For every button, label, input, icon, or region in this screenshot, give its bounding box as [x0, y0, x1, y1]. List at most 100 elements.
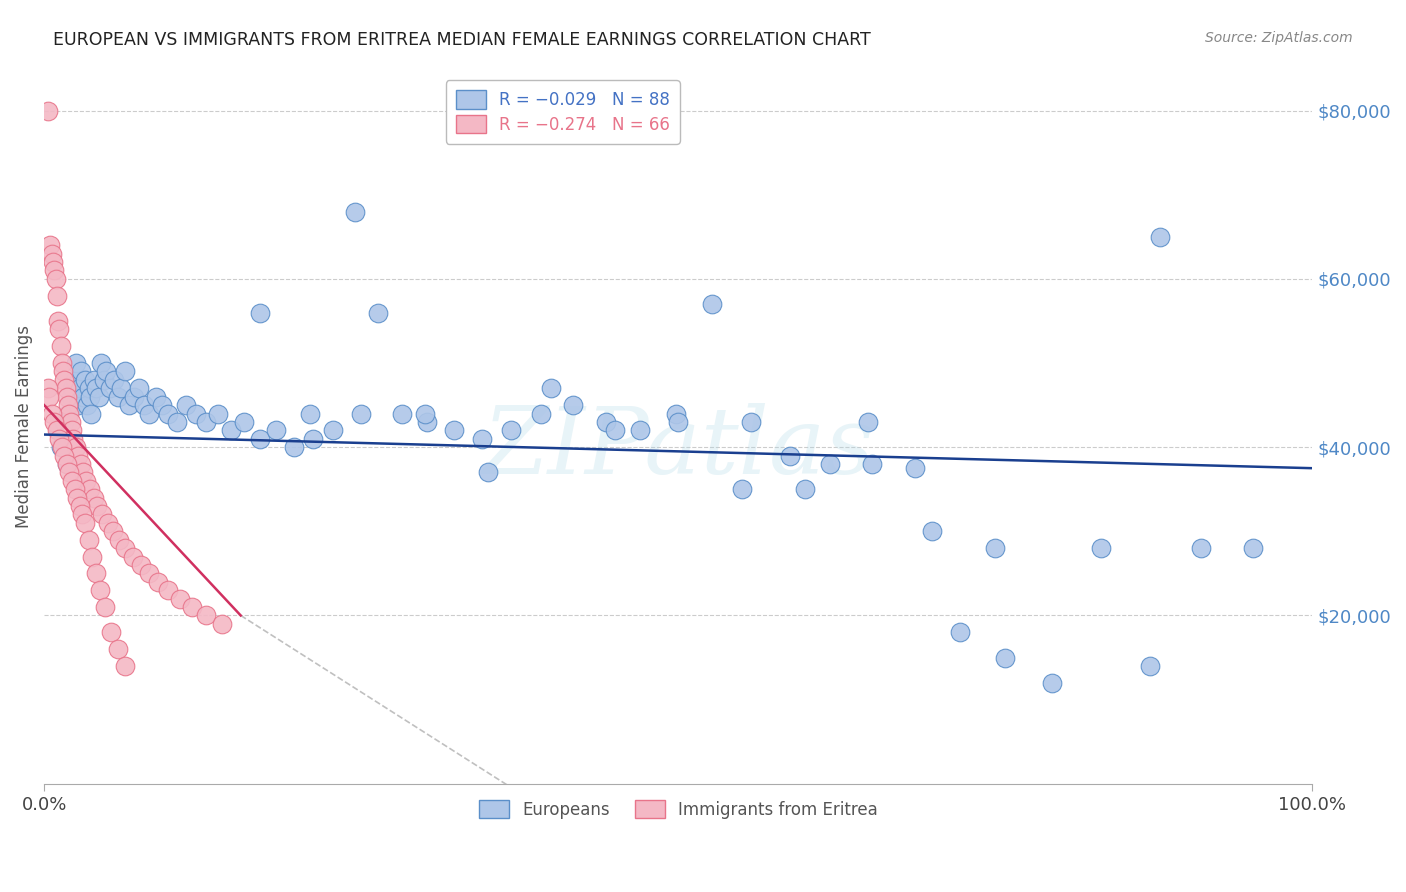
Point [540, 381, 562, 395]
Point [702, 297, 724, 311]
Point [66, 491, 89, 505]
Point [413, 407, 436, 421]
Point [51, 440, 73, 454]
Point [89, 583, 111, 598]
Point [984, 541, 1007, 556]
Point [53, 449, 76, 463]
Point [67, 449, 90, 463]
Point [138, 566, 160, 581]
Point [77, 533, 100, 547]
Point [107, 390, 129, 404]
Point [79, 482, 101, 496]
Point [65, 440, 87, 454]
Point [70, 364, 93, 378]
Point [41, 246, 63, 260]
Point [63, 482, 86, 496]
Point [174, 398, 197, 412]
Point [166, 415, 188, 429]
Point [100, 625, 122, 640]
Point [904, 461, 927, 475]
Point [302, 432, 325, 446]
Point [72, 390, 94, 404]
Point [75, 474, 97, 488]
Point [72, 466, 94, 480]
Point [49, 440, 72, 454]
Point [53, 415, 76, 429]
Point [60, 423, 83, 437]
Point [77, 381, 100, 395]
Point [157, 407, 180, 421]
Point [83, 491, 105, 505]
Point [322, 423, 344, 437]
Point [443, 423, 465, 437]
Point [138, 407, 160, 421]
Point [59, 415, 82, 429]
Point [562, 398, 585, 412]
Point [343, 204, 366, 219]
Point [148, 574, 170, 589]
Y-axis label: Median Female Earnings: Median Female Earnings [15, 325, 32, 528]
Point [98, 381, 121, 395]
Point [76, 398, 98, 412]
Point [595, 415, 617, 429]
Point [60, 474, 83, 488]
Point [207, 407, 229, 421]
Point [730, 482, 752, 496]
Point [211, 616, 233, 631]
Point [70, 457, 93, 471]
Point [65, 356, 87, 370]
Text: EUROPEAN VS IMMIGRANTS FROM ERITREA MEDIAN FEMALE EARNINGS CORRELATION CHART: EUROPEAN VS IMMIGRANTS FROM ERITREA MEDI… [53, 31, 872, 49]
Point [58, 466, 80, 480]
Point [264, 423, 287, 437]
Point [169, 591, 191, 606]
Point [157, 583, 180, 598]
Point [391, 407, 413, 421]
Point [83, 373, 105, 387]
Point [62, 432, 84, 446]
Point [93, 373, 115, 387]
Point [101, 524, 124, 539]
Point [69, 381, 91, 395]
Point [94, 600, 117, 615]
Point [249, 305, 271, 319]
Point [186, 407, 208, 421]
Point [994, 650, 1017, 665]
Point [233, 415, 256, 429]
Point [44, 263, 66, 277]
Point [1189, 541, 1212, 556]
Point [44, 415, 66, 429]
Point [58, 407, 80, 421]
Point [118, 398, 141, 412]
Point [367, 305, 389, 319]
Point [820, 457, 842, 471]
Point [150, 398, 173, 412]
Point [1149, 229, 1171, 244]
Point [67, 398, 90, 412]
Point [249, 432, 271, 446]
Point [59, 390, 82, 404]
Point [128, 381, 150, 395]
Point [46, 314, 69, 328]
Point [477, 466, 499, 480]
Point [416, 415, 439, 429]
Point [45, 423, 67, 437]
Point [145, 390, 167, 404]
Point [921, 524, 943, 539]
Point [858, 415, 880, 429]
Point [122, 549, 145, 564]
Point [84, 381, 107, 395]
Point [53, 373, 76, 387]
Point [740, 415, 762, 429]
Point [73, 516, 96, 530]
Point [48, 432, 70, 446]
Point [114, 659, 136, 673]
Point [283, 440, 305, 454]
Point [37, 381, 59, 395]
Point [51, 356, 73, 370]
Text: ZIPatlas: ZIPatlas [482, 402, 875, 492]
Point [96, 516, 118, 530]
Point [195, 415, 218, 429]
Point [114, 541, 136, 556]
Point [79, 390, 101, 404]
Point [665, 407, 688, 421]
